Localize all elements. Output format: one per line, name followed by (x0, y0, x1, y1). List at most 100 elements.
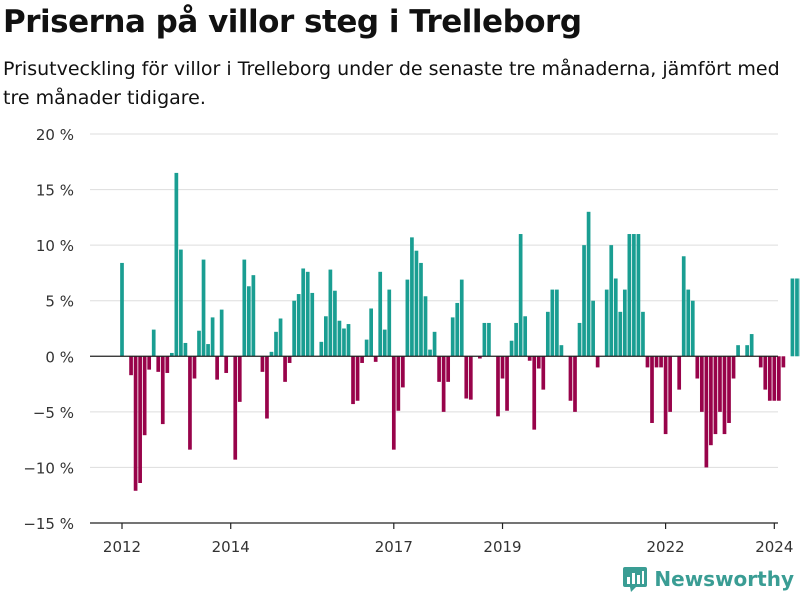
bar (120, 262, 124, 357)
bar (704, 356, 709, 468)
bar (197, 330, 201, 357)
bar (206, 344, 210, 357)
y-tick-label: 0 % (45, 348, 74, 366)
bar (296, 294, 301, 357)
bar (518, 234, 523, 357)
bar (156, 356, 161, 372)
bar (595, 356, 600, 368)
bar (382, 329, 387, 357)
bar (446, 356, 451, 382)
bar (722, 356, 727, 435)
bar (641, 311, 645, 357)
x-axis: 2012 2014 2017 2019 2022 2024 (90, 522, 793, 556)
bar (283, 356, 287, 382)
bar (545, 311, 550, 357)
bar (736, 345, 740, 357)
bar (609, 245, 614, 357)
bar (541, 356, 546, 390)
bar (147, 356, 152, 370)
bar (781, 356, 786, 368)
bar (183, 342, 188, 357)
bar (514, 322, 518, 357)
bar (523, 316, 528, 357)
bar (478, 356, 482, 359)
bar (305, 271, 310, 357)
bar (355, 356, 360, 401)
y-tick-label: 5 % (45, 293, 74, 311)
bar (468, 356, 473, 400)
bar (333, 290, 337, 357)
bar (709, 356, 713, 446)
bar (342, 328, 346, 357)
bar (346, 324, 351, 357)
x-tick-label: 2014 (212, 538, 250, 556)
bar (179, 249, 183, 357)
y-tick-label: −15 % (23, 515, 74, 533)
bar (555, 289, 559, 357)
x-tick-label: 2024 (755, 538, 793, 556)
bar (650, 356, 654, 423)
bar (604, 289, 609, 357)
bar (401, 356, 405, 388)
bar (360, 356, 364, 363)
bar (192, 356, 197, 379)
bar (591, 300, 595, 357)
bar (790, 278, 795, 357)
bar (151, 329, 156, 357)
bar (129, 356, 133, 376)
bar (174, 172, 179, 357)
bar (387, 289, 392, 357)
bar (351, 356, 355, 405)
bar (391, 356, 396, 450)
bar (210, 317, 215, 357)
bar (165, 356, 170, 373)
x-tick-label: 2017 (375, 538, 413, 556)
bar (423, 296, 428, 357)
bar (577, 322, 582, 357)
bar (731, 356, 736, 379)
bar (686, 289, 691, 357)
bar (681, 256, 686, 357)
bar (373, 356, 378, 362)
bar (364, 339, 369, 357)
bar (292, 300, 296, 357)
bar (618, 311, 623, 357)
grid-lines (90, 133, 778, 524)
bar (509, 340, 514, 357)
bar (763, 356, 768, 390)
bar (410, 237, 414, 357)
bar (496, 356, 500, 417)
bar (659, 356, 663, 368)
bar (419, 262, 423, 357)
bar (613, 278, 618, 357)
bar (428, 349, 432, 357)
bar (767, 356, 772, 401)
bar (274, 331, 278, 357)
bar (487, 322, 491, 357)
bar (636, 234, 641, 357)
bar (568, 356, 573, 401)
bar (246, 286, 251, 357)
bar (695, 356, 700, 379)
bar (450, 317, 455, 357)
x-tick-label: 2019 (483, 538, 521, 556)
bar (690, 300, 695, 357)
bar (505, 356, 509, 411)
bar (437, 356, 441, 382)
bar (622, 289, 627, 357)
bar (455, 302, 460, 357)
bars (120, 172, 800, 491)
newsworthy-logo-icon (623, 567, 648, 592)
bar (627, 234, 632, 357)
bar (224, 356, 229, 373)
bar (414, 250, 419, 357)
bar (142, 356, 147, 436)
bar (727, 356, 731, 423)
bar (169, 352, 174, 357)
x-tick-label: 2012 (103, 538, 141, 556)
bar (654, 356, 659, 368)
bar (201, 259, 206, 357)
bar (482, 322, 487, 357)
bar (668, 356, 672, 412)
